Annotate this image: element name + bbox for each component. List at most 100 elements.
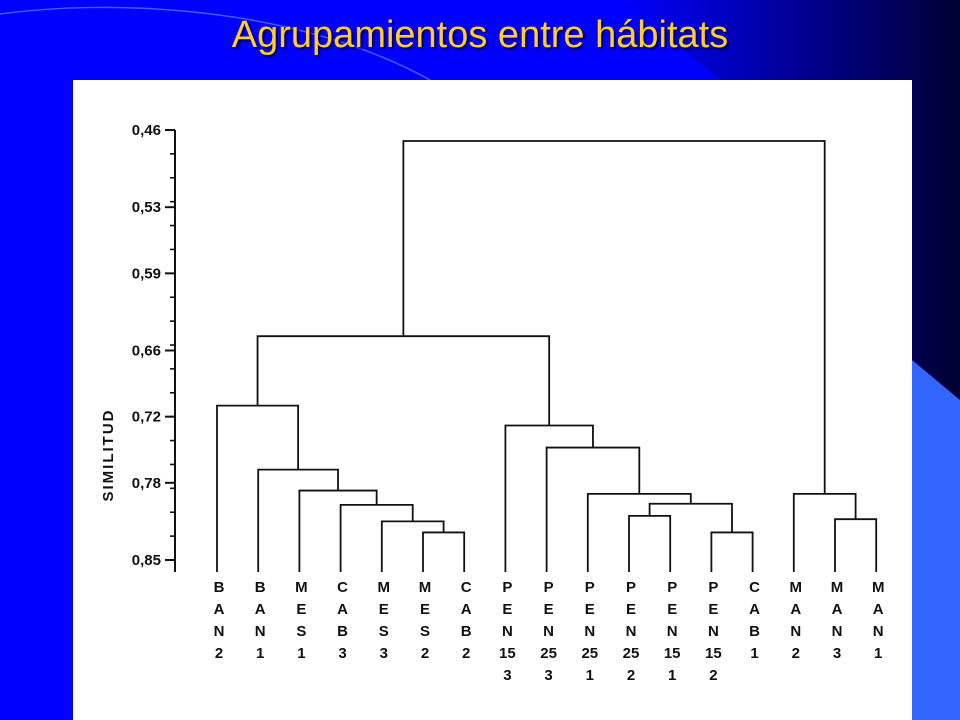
link-m1 xyxy=(422,531,466,572)
leaf-label-line: A xyxy=(337,601,348,618)
leaf-label-line: N xyxy=(543,623,554,640)
leaf-label-line: B xyxy=(461,623,472,640)
decorative-arc xyxy=(0,6,431,81)
leaf-man2: MAN 2 xyxy=(790,579,803,662)
tick-label: 0,46 xyxy=(132,122,161,139)
leaf-label-line: 3 xyxy=(544,667,552,684)
link-m2 xyxy=(380,520,445,572)
leaf-label-line: E xyxy=(420,601,430,618)
leaf-label-line: A xyxy=(214,601,225,618)
leaf-label-line: 2 xyxy=(462,645,470,662)
leaf-label-line: N xyxy=(790,623,801,640)
leaf-label-line: M xyxy=(378,579,391,596)
leaf-label-line: N xyxy=(626,623,637,640)
leaf-label-line: B xyxy=(214,579,225,596)
leaf-label-line: M xyxy=(872,579,885,596)
leaf-label-line: E xyxy=(667,601,677,618)
leaf-cab2: CAB 2 xyxy=(461,579,472,662)
leaf-label-line: N xyxy=(214,623,225,640)
leaf-label-line: A xyxy=(255,601,266,618)
leaf-pen152: PEN 15 2 xyxy=(705,579,722,684)
leaf-label-line: M xyxy=(831,579,844,596)
leaf-label-line: A xyxy=(461,601,472,618)
leaf-mes2: MES 2 xyxy=(419,579,432,662)
link-m4 xyxy=(298,489,378,572)
leaf-label-line: 25 xyxy=(540,645,557,662)
leaf-label-line: 25 xyxy=(581,645,598,662)
leaf-label-line: B xyxy=(749,623,760,640)
leaf-label-line: N xyxy=(255,623,266,640)
leaf-label-line: S xyxy=(296,623,306,640)
leaf-label-line: E xyxy=(379,601,389,618)
leaf-label-line: 3 xyxy=(338,645,346,662)
link-m14 xyxy=(834,518,878,572)
leaf-man3: MAN 3 xyxy=(831,579,844,662)
leaf-label-line: 15 xyxy=(499,645,516,662)
link-m16 xyxy=(402,140,826,494)
leaf-cab3: CAB 3 xyxy=(337,579,348,662)
leaf-label-line: 2 xyxy=(627,667,635,684)
leaf-label-line: M xyxy=(295,579,308,596)
link-m3 xyxy=(339,503,414,572)
leaf-label-line: N xyxy=(873,623,884,640)
leaf-label-line: 1 xyxy=(874,645,882,662)
leaf-pen153: PEN 15 3 xyxy=(499,579,516,684)
leaf-ban2: BAN 2 xyxy=(214,579,225,662)
leaf-label-line: S xyxy=(379,623,389,640)
leaf-pen251: PEN 25 1 xyxy=(581,579,598,684)
leaf-label-line: 1 xyxy=(750,645,758,662)
leaf-label-line: E xyxy=(544,601,554,618)
leaf-pen252: PEN 25 2 xyxy=(623,579,640,684)
leaf-cab1: CAB 1 xyxy=(749,579,760,662)
leaf-label-line: P xyxy=(667,579,677,596)
leaf-label-line: A xyxy=(790,601,801,618)
leaf-label-line: A xyxy=(832,601,843,618)
link-m5 xyxy=(257,468,339,572)
leaf-label-line: C xyxy=(749,579,760,596)
link-m15 xyxy=(792,492,857,572)
leaf-label-line: N xyxy=(708,623,719,640)
leaf-labels: BAN2BAN1MES1CAB3MES3MES2CAB2PEN153PEN253… xyxy=(214,579,885,684)
link-m13 xyxy=(256,335,551,426)
leaf-label-line: E xyxy=(585,601,595,618)
leaf-label-line: E xyxy=(502,601,512,618)
tick-label: 0,53 xyxy=(132,199,161,216)
leaf-pen151: PEN 15 1 xyxy=(664,579,681,684)
leaf-pen253: PEN 25 3 xyxy=(540,579,557,684)
leaf-label-line: E xyxy=(708,601,718,618)
tick-label: 0,66 xyxy=(132,343,161,360)
leaf-label-line: 1 xyxy=(297,645,305,662)
leaf-label-line: 3 xyxy=(833,645,841,662)
leaf-ban1: BAN 1 xyxy=(255,579,266,662)
tick-label: 0,85 xyxy=(132,552,161,569)
tick-label: 0,59 xyxy=(132,265,161,282)
leaf-label-line: 1 xyxy=(256,645,264,662)
accent-shape xyxy=(912,360,960,720)
leaf-label-line: 3 xyxy=(503,667,511,684)
leaf-label-line: M xyxy=(790,579,803,596)
leaf-label-line: C xyxy=(461,579,472,596)
leaf-label-line: A xyxy=(873,601,884,618)
leaf-label-line: E xyxy=(296,601,306,618)
dendrogram-links xyxy=(216,140,878,572)
leaf-label-line: C xyxy=(337,579,348,596)
link-m9 xyxy=(648,502,733,533)
axis-label: SIMILITUD xyxy=(100,409,117,502)
leaf-label-line: P xyxy=(544,579,554,596)
leaf-label-line: N xyxy=(667,623,678,640)
leaf-label-line: 1 xyxy=(586,667,594,684)
leaf-label-line: N xyxy=(584,623,595,640)
leaf-label-line: 2 xyxy=(709,667,717,684)
link-m10 xyxy=(586,492,692,572)
leaf-label-line: 1 xyxy=(668,667,676,684)
slide-title: Agrupamientos entre hábitats xyxy=(231,14,729,56)
leaf-mes3: MES 3 xyxy=(378,579,391,662)
leaf-label-line: 2 xyxy=(215,645,223,662)
link-m7 xyxy=(628,514,672,572)
tick-label: 0,72 xyxy=(132,409,161,426)
leaf-label-line: 25 xyxy=(623,645,640,662)
leaf-label-line: P xyxy=(626,579,636,596)
dendrogram-chart: 0,460,530,590,660,720,780,85 BAN2BAN1MES… xyxy=(100,122,885,684)
leaf-label-line: 2 xyxy=(792,645,800,662)
